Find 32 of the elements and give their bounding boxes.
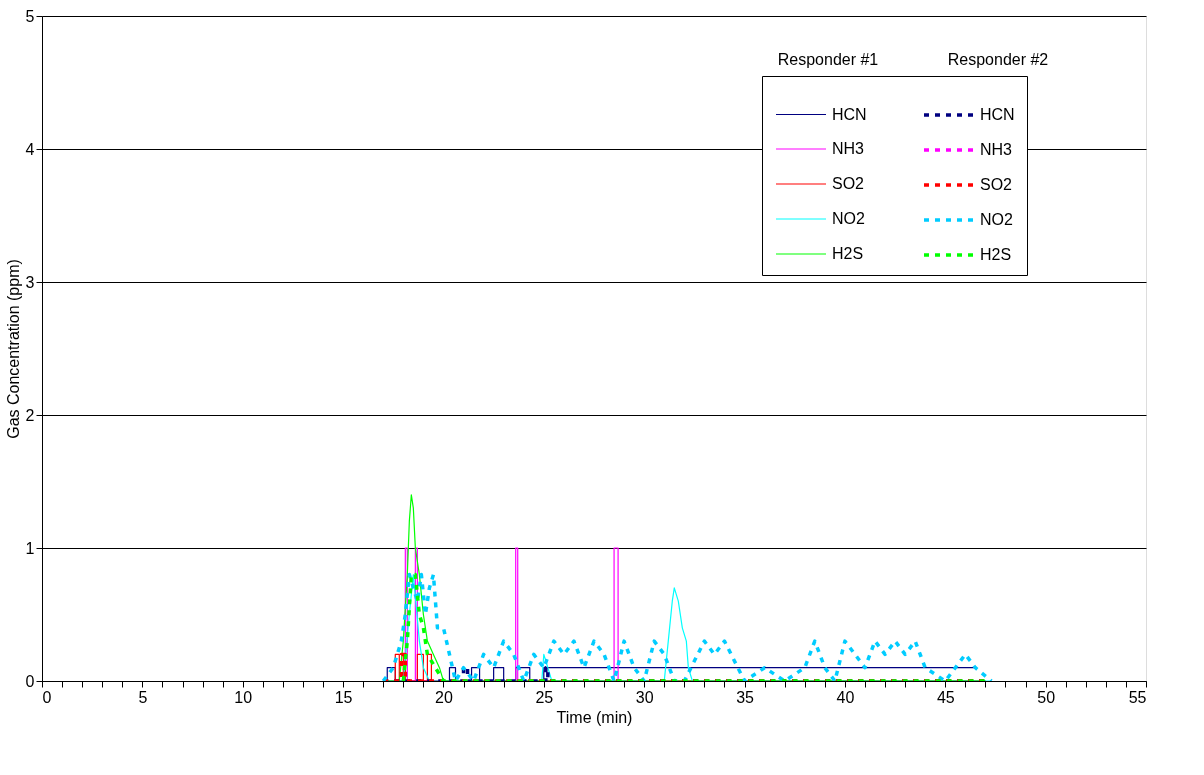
y-tick-label: 4 (25, 140, 35, 158)
x-tick-label: 30 (635, 688, 654, 706)
y-tick-label: 2 (25, 406, 35, 424)
legend-label: SO2 (832, 175, 865, 192)
legend-label: H2S (980, 246, 1012, 263)
y-tick-label: 1 (25, 539, 35, 557)
legend-label: HCN (980, 106, 1015, 123)
legend-label: NH3 (980, 141, 1013, 158)
y-tick-label: 3 (25, 273, 35, 291)
legend-label: NO2 (980, 211, 1013, 228)
x-tick-label: 15 (334, 688, 353, 706)
x-axis-title: Time (min) (556, 708, 633, 726)
legend-label: H2S (832, 245, 864, 262)
y-tick-label: 5 (25, 7, 35, 25)
x-tick-label: 0 (42, 688, 52, 706)
annotation: Responder #1 (777, 51, 879, 68)
x-tick-label: 45 (936, 688, 955, 706)
x-tick-label: 20 (435, 688, 453, 706)
x-tick-label: 25 (535, 688, 554, 706)
legend-label: NO2 (832, 210, 865, 227)
y-tick-label: 0 (25, 672, 35, 690)
legend-label: HCN (832, 105, 867, 123)
x-tick-label: 55 (1128, 688, 1147, 706)
annotation: Responder #2 (947, 51, 1049, 68)
x-tick-label: 50 (1037, 688, 1056, 706)
y-axis-title: Gas Concentration (ppm) (4, 259, 22, 439)
legend-label: SO2 (980, 176, 1013, 193)
x-tick-label: 35 (736, 688, 755, 706)
x-tick-label: 40 (836, 688, 855, 706)
x-tick-label: 5 (138, 688, 148, 706)
legend-label: NH3 (832, 140, 865, 157)
x-tick-label: 10 (234, 688, 253, 706)
